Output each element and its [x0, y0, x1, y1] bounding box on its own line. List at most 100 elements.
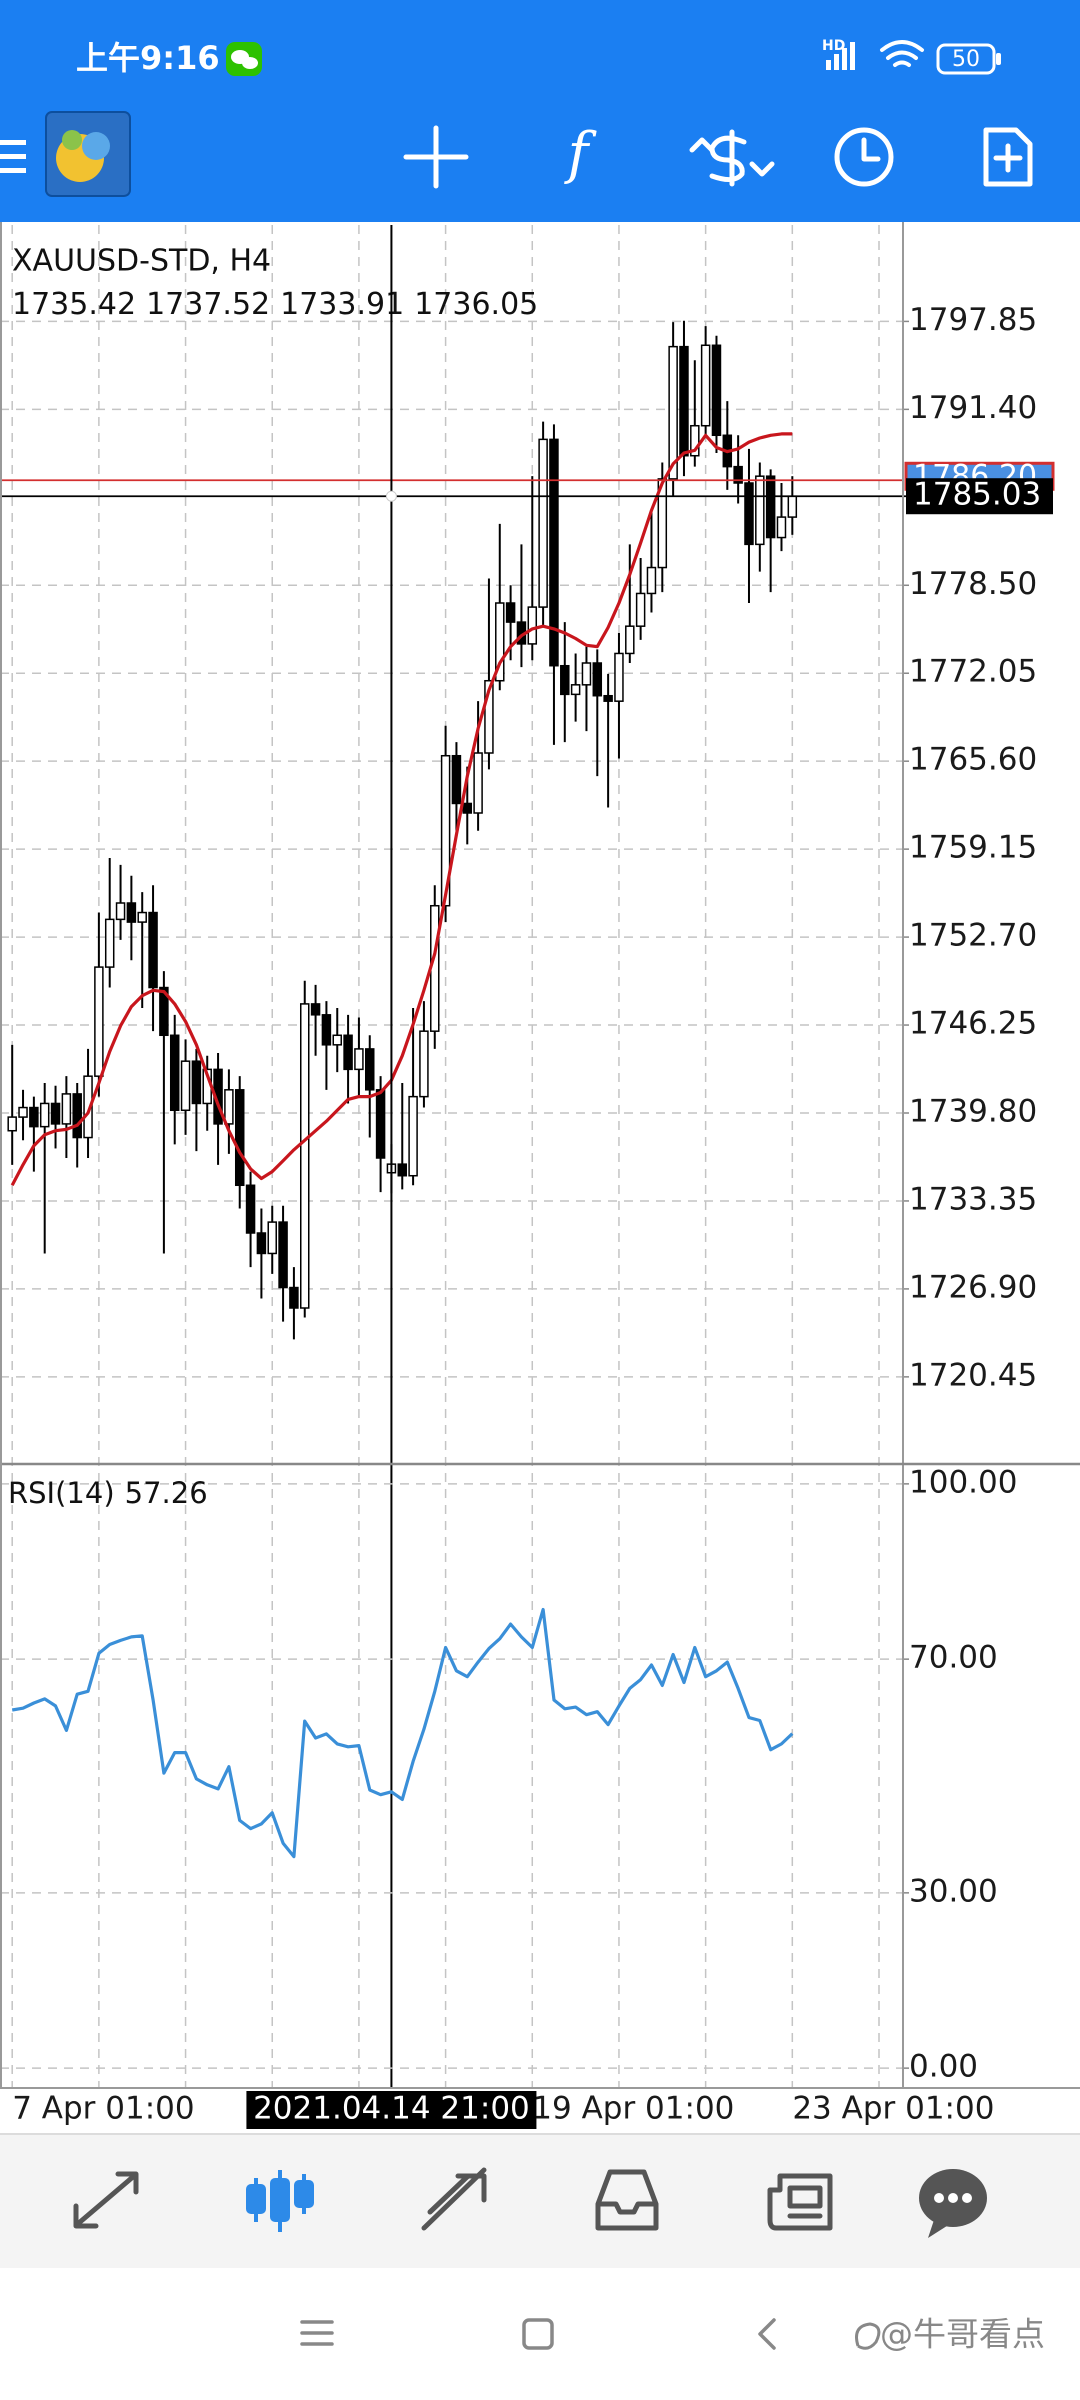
- bid-label: 1785.03: [913, 477, 1041, 513]
- status-time: 上午9:16: [76, 39, 220, 77]
- app-logo[interactable]: [45, 111, 131, 197]
- news-tab[interactable]: [767, 2173, 833, 2231]
- candle-body: [234, 1089, 245, 1187]
- header-background: [0, 0, 1080, 222]
- y-tick-label: 1739.80: [909, 1094, 1037, 1130]
- candle-body: [104, 918, 115, 968]
- candle-body: [700, 344, 711, 427]
- x-tick-label: 7 Apr 01:00: [12, 2091, 194, 2127]
- crosshair-label: 2021.04.14 21:00: [253, 2091, 530, 2127]
- candle-body: [267, 1221, 277, 1255]
- candle-body: [224, 1089, 234, 1125]
- y-tick-label: 1720.45: [909, 1357, 1037, 1393]
- y-tick-label: 1733.35: [909, 1181, 1037, 1217]
- y-tick-label: 1746.25: [909, 1006, 1037, 1042]
- candle-body: [614, 652, 624, 702]
- y-tick-label: 1759.15: [909, 830, 1037, 866]
- candle-body: [137, 911, 147, 923]
- y-tick-label: 1772.05: [909, 654, 1037, 690]
- candle-body: [50, 1102, 61, 1125]
- home-button[interactable]: [522, 2318, 554, 2350]
- indicator-line: [11, 1607, 794, 1859]
- candle-body: [321, 1014, 332, 1046]
- chat-tab[interactable]: [919, 2169, 987, 2238]
- indicator-line: [10, 432, 793, 1187]
- candle-body: [126, 902, 137, 923]
- indicator-name: RSI(14): [8, 1476, 115, 1510]
- candle-body: [419, 1030, 429, 1098]
- candle-body: [690, 424, 700, 457]
- candle-body: [787, 495, 798, 518]
- candle-body: [744, 482, 754, 546]
- indicator-value: 57.26: [125, 1476, 208, 1510]
- recents-button[interactable]: [300, 2320, 334, 2346]
- ohlc-close: 1736.05: [414, 287, 538, 322]
- candle-body: [733, 465, 743, 484]
- crosshair-tool[interactable]: [403, 125, 469, 189]
- chart: 1797.85 1791.40 1778.50 1772.05 1765.60 1759.…: [0, 222, 1080, 2129]
- candle-body: [18, 1106, 28, 1118]
- chart-title: XAUUSD-STD, H4: [12, 244, 271, 279]
- signal-icon: HD: [822, 38, 855, 70]
- candle-body: [570, 684, 581, 696]
- battery-icon: 50: [936, 43, 1001, 75]
- candle-body: [462, 802, 473, 814]
- candle-body: [169, 1034, 180, 1112]
- candle-body: [711, 344, 722, 437]
- ohlc-readout: 1735.42 1737.52 1733.91 1736.05: [12, 287, 538, 322]
- candle-body: [581, 662, 592, 686]
- candle-body: [191, 1060, 202, 1105]
- crosshair-dot: [385, 490, 397, 502]
- candle-body: [408, 1095, 418, 1177]
- candle-body: [657, 478, 668, 569]
- candle-body: [365, 1048, 375, 1091]
- battery-level: 50: [952, 47, 980, 72]
- trade-tool[interactable]: [689, 129, 775, 187]
- candle-body: [7, 1116, 17, 1132]
- candle-body: [635, 592, 646, 627]
- candle-body: [679, 345, 689, 457]
- candle-body: [473, 752, 483, 814]
- x-tick-label: 23 Apr 01:00: [792, 2091, 994, 2127]
- y-tick-label: 1778.50: [909, 566, 1037, 602]
- wechat-icon: [226, 42, 262, 76]
- candle-body: [549, 438, 559, 667]
- y-tick-label: 70.00: [909, 1640, 998, 1676]
- candle-body: [592, 662, 603, 697]
- chart-tab[interactable]: [246, 2170, 314, 2232]
- history-tab[interactable]: [595, 2169, 659, 2231]
- watermark-logo: [855, 2322, 881, 2350]
- candle-body: [495, 602, 505, 682]
- new-order-tool[interactable]: [983, 127, 1033, 187]
- candle-body: [83, 1075, 93, 1139]
- candle-body: [278, 1221, 288, 1289]
- y-tick-label: 0.00: [909, 2049, 978, 2085]
- candle-body: [440, 754, 451, 907]
- back-button[interactable]: [758, 2318, 776, 2350]
- candle-body: [668, 345, 678, 480]
- candle-body: [72, 1093, 82, 1139]
- candle-body: [755, 475, 765, 546]
- candle-body: [646, 566, 657, 595]
- candle-body: [538, 438, 548, 608]
- candle-body: [310, 1003, 321, 1016]
- candle-body: [505, 602, 516, 623]
- quotes-tab[interactable]: [73, 2171, 139, 2229]
- trade-tab[interactable]: [421, 2167, 487, 2231]
- indicator-title: RSI(14) 57.26: [8, 1476, 208, 1510]
- ohlc-open: 1735.42: [12, 287, 136, 322]
- y-tick-label: 30.00: [909, 1873, 998, 1909]
- candle-body: [560, 664, 570, 696]
- candle-body: [354, 1048, 364, 1071]
- candle-body: [289, 1286, 299, 1309]
- y-tick-label: 1726.90: [909, 1269, 1037, 1305]
- y-tick-label: 1797.85: [909, 302, 1037, 338]
- x-tick-label: 19 Apr 01:00: [532, 2091, 734, 2127]
- candle-body: [375, 1089, 386, 1159]
- candle-body: [61, 1093, 72, 1125]
- period-tool[interactable]: [834, 127, 894, 187]
- menu-button[interactable]: [0, 140, 26, 173]
- ohlc-high: 1737.52: [146, 287, 270, 322]
- candle-body: [29, 1106, 39, 1128]
